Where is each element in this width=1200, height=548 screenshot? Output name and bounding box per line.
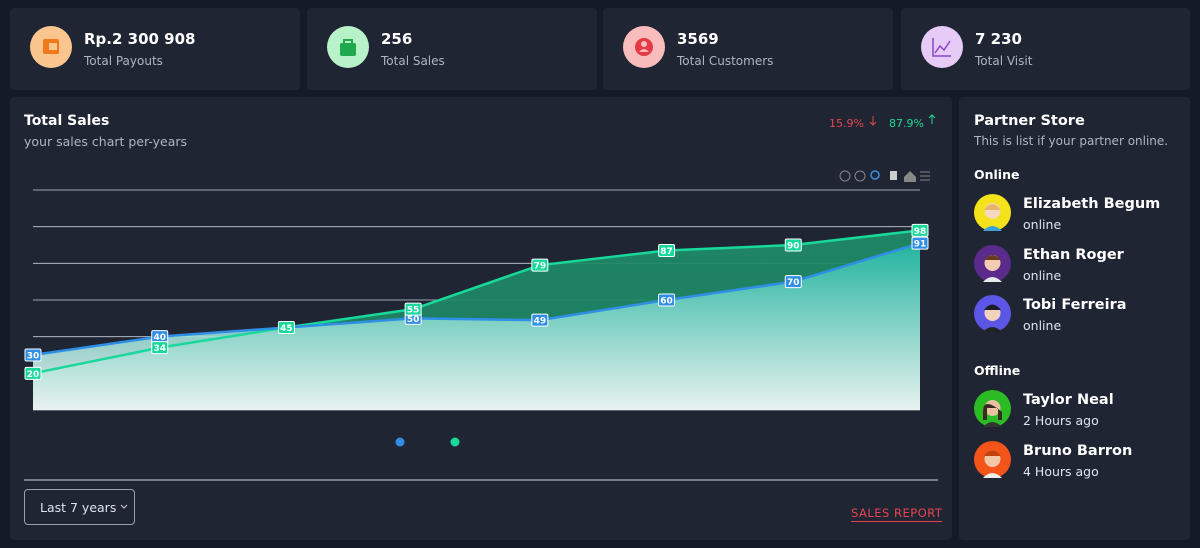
data-label-box	[531, 258, 549, 272]
partner-status: 2 Hours ago	[1023, 413, 1099, 428]
data-label-box	[784, 275, 802, 289]
partner-name: Bruno Barron	[1023, 443, 1133, 459]
data-label: 45	[277, 321, 295, 334]
panel-subtitle: your sales chart per-years	[24, 134, 188, 149]
data-label: 87	[658, 244, 676, 257]
data-label: 30	[24, 348, 42, 362]
report-link[interactable]: SALES REPORT	[851, 506, 943, 522]
stat-card: 256 Total Sales	[307, 8, 597, 90]
legend-marker	[395, 437, 405, 447]
data-label-box	[911, 236, 929, 250]
range-select-text: Last 7 years	[40, 500, 117, 515]
stat-label: Total Visit	[975, 54, 1033, 68]
data-label-text: 30	[27, 352, 40, 362]
series-line	[32, 229, 921, 375]
partner-name: Elizabeth Begum	[1023, 196, 1161, 212]
data-label: 90	[784, 238, 802, 252]
range-select[interactable]: Last 7 years	[24, 489, 135, 525]
sales-panel: Total Sales your sales chart per-years 1…	[10, 97, 952, 540]
data-label: 60	[658, 293, 676, 307]
avatar	[974, 390, 1011, 427]
data-label-text: 60	[660, 297, 673, 307]
data-label-box	[658, 244, 676, 257]
stat-label: Total Sales	[381, 54, 445, 68]
series-line	[32, 241, 921, 357]
stat-label: Total Payouts	[84, 54, 163, 68]
panel-title: Partner Store	[974, 113, 1085, 129]
data-label-text: 49	[534, 317, 547, 327]
data-label-box	[911, 223, 929, 237]
group-heading: Online	[974, 167, 1020, 182]
data-label: 34	[151, 341, 169, 355]
data-label: 70	[784, 275, 802, 289]
avatar	[974, 441, 1011, 478]
data-label: 49	[531, 313, 549, 327]
data-label: 20	[24, 366, 42, 380]
data-label-text: 55	[407, 306, 420, 316]
stat-value: 7 230	[975, 30, 1022, 48]
stat-card: 7 230 Total Visit	[901, 8, 1190, 90]
data-label-text: 90	[787, 242, 800, 252]
data-label-box	[531, 313, 549, 327]
partner-status: online	[1023, 268, 1062, 283]
legend-marker	[450, 437, 460, 447]
toolbar[interactable]	[839, 170, 930, 182]
partner-name: Taylor Neal	[1023, 392, 1114, 408]
stat-value: Rp.2 300 908	[84, 30, 196, 48]
group-heading: Offline	[974, 363, 1021, 378]
partner-name: Tobi Ferreira	[1023, 297, 1127, 313]
change-down: 15.9%	[829, 117, 864, 130]
stat-icon	[623, 26, 665, 68]
stat-icon	[30, 26, 72, 68]
data-label-text: 34	[153, 344, 166, 354]
chart: 30 40 50 49 60 70 91 20 34 45 55 79 87 90 98	[24, 170, 938, 481]
partner-panel: Partner Store This is list if your partn…	[959, 97, 1190, 540]
stat-label: Total Customers	[677, 54, 774, 68]
data-label-box	[404, 302, 422, 316]
data-label-text: 50	[407, 315, 420, 325]
change-up: 87.9%	[889, 117, 924, 130]
data-label-box	[24, 366, 42, 380]
data-label-text: 40	[153, 333, 166, 343]
data-label-text: 98	[914, 227, 927, 237]
stat-card: Rp.2 300 908 Total Payouts	[10, 8, 300, 90]
partner-status: online	[1023, 318, 1062, 333]
stat-card: 3569 Total Customers	[603, 8, 893, 90]
data-label: 55	[404, 302, 422, 316]
avatar	[974, 295, 1011, 332]
avatar	[974, 194, 1011, 231]
data-label-text: 45	[280, 324, 293, 334]
data-label-box	[658, 293, 676, 307]
data-label-text: 79	[534, 262, 547, 272]
partner-status: online	[1023, 217, 1062, 232]
panel-title: Total Sales	[24, 113, 110, 129]
data-label: 98	[911, 223, 929, 237]
data-label-box	[277, 321, 295, 334]
stat-value: 256	[381, 30, 413, 48]
stat-icon	[921, 26, 963, 68]
data-label-text: 91	[914, 240, 927, 250]
arrow-up	[928, 114, 936, 124]
data-label-box	[784, 238, 802, 252]
avatar	[974, 245, 1011, 282]
data-label-box	[24, 348, 42, 362]
data-label: 91	[911, 236, 929, 250]
partner-status: 4 Hours ago	[1023, 464, 1099, 479]
data-label-text: 20	[27, 370, 40, 380]
data-label-box	[151, 341, 169, 355]
arrow-down	[869, 116, 877, 126]
data-label: 79	[531, 258, 549, 272]
partner-name: Ethan Roger	[1023, 247, 1124, 263]
data-label-text: 70	[787, 278, 800, 288]
data-label-text: 87	[660, 247, 673, 257]
area-fill	[33, 243, 920, 410]
stat-icon	[327, 26, 369, 68]
panel-subtitle: This is list if your partner online.	[974, 134, 1169, 148]
stat-value: 3569	[677, 30, 719, 48]
